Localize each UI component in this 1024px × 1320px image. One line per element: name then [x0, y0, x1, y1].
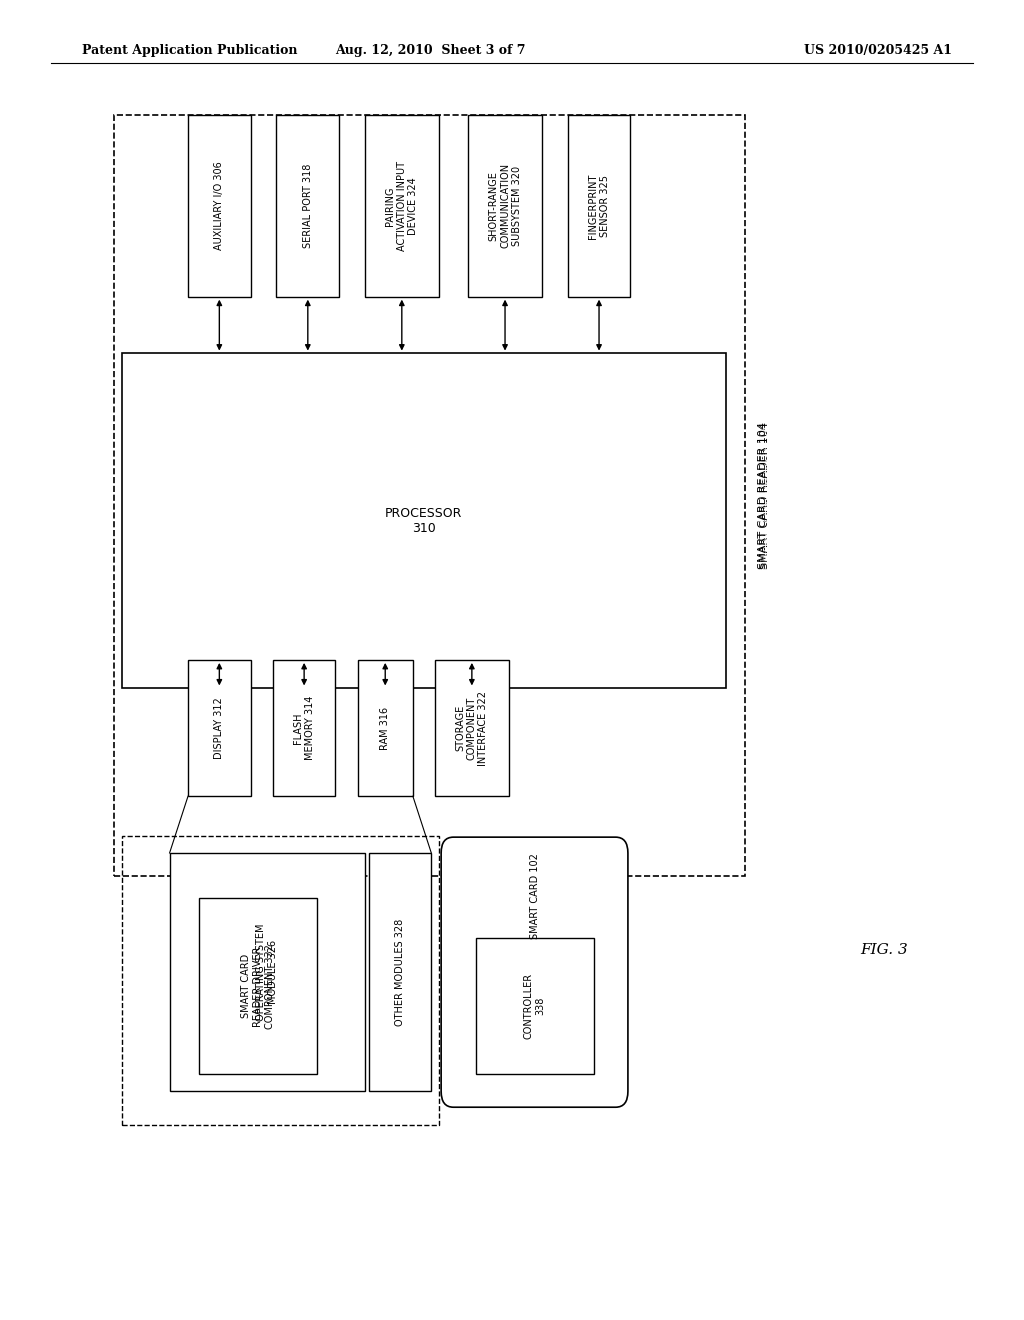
Text: RAM 316: RAM 316: [380, 706, 390, 750]
Text: DISPLAY 312: DISPLAY 312: [214, 697, 224, 759]
Bar: [122, 836, 438, 1126]
Bar: [365, 115, 438, 297]
Bar: [357, 660, 413, 796]
Bar: [369, 853, 431, 1092]
Text: FLASH
MEMORY 314: FLASH MEMORY 314: [293, 696, 315, 760]
Bar: [435, 660, 509, 796]
Text: PROCESSOR
310: PROCESSOR 310: [385, 507, 463, 535]
Bar: [567, 115, 631, 297]
Text: PAIRING
ACTIVATION INPUT
DEVICE 324: PAIRING ACTIVATION INPUT DEVICE 324: [385, 161, 419, 251]
Text: SMART CARD READER 104: SMART CARD READER 104: [760, 422, 770, 569]
Bar: [199, 899, 317, 1074]
Text: Patent Application Publication: Patent Application Publication: [82, 44, 297, 57]
Bar: [475, 939, 594, 1074]
Text: OPERATING SYSTEM
MODULE 326: OPERATING SYSTEM MODULE 326: [256, 924, 279, 1020]
Text: SMART CARD READER 104: SMART CARD READER 104: [758, 422, 768, 569]
Bar: [170, 853, 365, 1092]
Text: US 2010/0205425 A1: US 2010/0205425 A1: [804, 44, 952, 57]
Text: SMART CARD READER ̲̱0̳4̲: SMART CARD READER ̲̱0̳4̲: [760, 425, 771, 565]
Text: SERIAL PORT 318: SERIAL PORT 318: [303, 164, 312, 248]
Text: AUXILIARY I/O 306: AUXILIARY I/O 306: [214, 161, 224, 251]
Text: FIG. 3: FIG. 3: [860, 944, 908, 957]
Text: OTHER MODULES 328: OTHER MODULES 328: [395, 919, 404, 1026]
Bar: [468, 115, 542, 297]
Text: STORAGE
COMPONENT
INTERFACE 322: STORAGE COMPONENT INTERFACE 322: [456, 690, 488, 766]
Text: SMART CARD 102: SMART CARD 102: [529, 853, 540, 939]
Text: FINGERPRINT
SENSOR 325: FINGERPRINT SENSOR 325: [588, 173, 610, 239]
Text: Aug. 12, 2010  Sheet 3 of 7: Aug. 12, 2010 Sheet 3 of 7: [335, 44, 525, 57]
Bar: [188, 115, 251, 297]
Text: CONTROLLER
338: CONTROLLER 338: [523, 973, 546, 1039]
Bar: [115, 115, 744, 875]
Bar: [188, 660, 251, 796]
Bar: [122, 354, 726, 689]
FancyBboxPatch shape: [441, 837, 628, 1107]
Text: SHORT-RANGE
COMMUNICATION
SUBSYSTEM 320: SHORT-RANGE COMMUNICATION SUBSYSTEM 320: [488, 164, 521, 248]
Bar: [272, 660, 336, 796]
Bar: [276, 115, 339, 297]
Text: SMART CARD
READER DRIVER
COMPONENT 332: SMART CARD READER DRIVER COMPONENT 332: [242, 944, 274, 1028]
